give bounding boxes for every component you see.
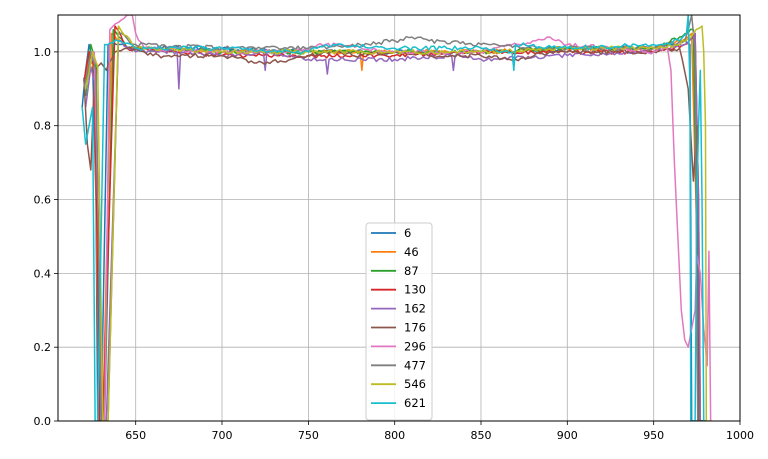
x-tick-label: 900 (557, 429, 578, 442)
legend-label: 176 (404, 321, 426, 335)
y-tick-label: 0.0 (34, 415, 52, 428)
x-tick-label: 850 (471, 429, 492, 442)
y-tick-label: 0.8 (34, 120, 52, 133)
x-tick-label: 950 (643, 429, 664, 442)
x-tick-label: 800 (384, 429, 405, 442)
legend-label: 546 (404, 377, 426, 391)
legend-label: 46 (404, 245, 419, 259)
legend-label: 621 (404, 396, 426, 410)
legend-label: 6 (404, 226, 411, 240)
legend-label: 130 (404, 283, 426, 297)
y-tick-label: 0.4 (34, 267, 52, 280)
plot-frame (57, 14, 741, 422)
legend-label: 296 (404, 339, 426, 353)
legend: 6 46 87 130 162 176 296 477 546 621 (365, 222, 433, 421)
y-axis: 0.0 0.2 0.4 0.6 0.8 1.0 (34, 46, 58, 428)
legend-label: 477 (404, 358, 426, 372)
y-tick-label: 0.6 (34, 194, 52, 207)
x-tick-label: 700 (212, 429, 233, 442)
x-tick-label: 1000 (726, 429, 754, 442)
y-tick-label: 1.0 (34, 46, 52, 59)
series-line-546 (84, 25, 711, 421)
legend-label: 162 (404, 302, 426, 316)
x-axis: 650 700 750 800 850 900 950 1000 (125, 421, 754, 442)
x-tick-label: 750 (298, 429, 319, 442)
series-layer (81, 15, 712, 421)
legend-label: 87 (404, 264, 419, 278)
y-tick-label: 0.2 (34, 341, 52, 354)
series-line-621 (81, 15, 706, 421)
legend-box (365, 222, 433, 421)
x-tick-label: 650 (125, 429, 146, 442)
